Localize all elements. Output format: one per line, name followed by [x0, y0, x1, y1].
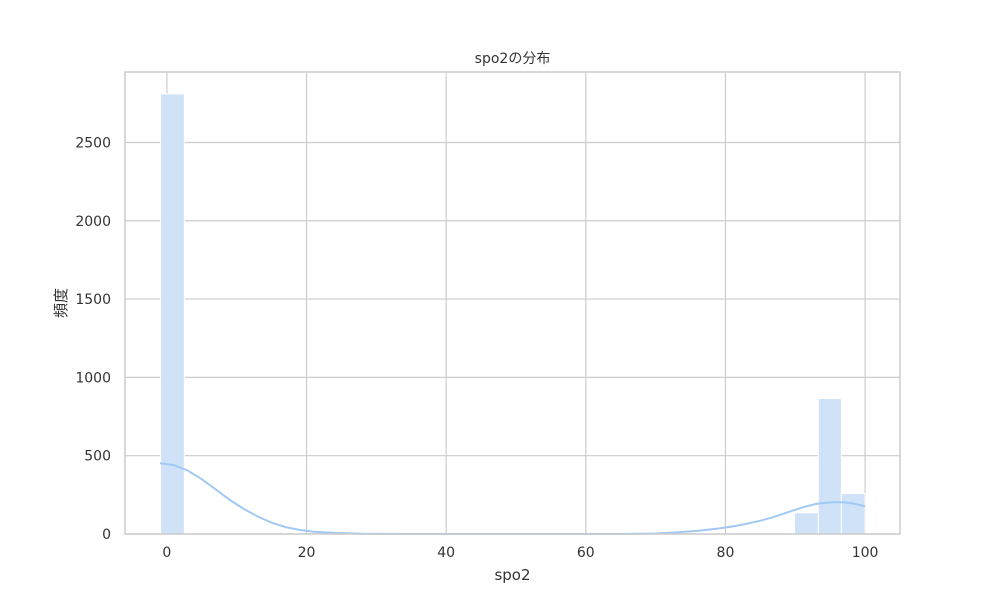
y-tick-label: 500 — [84, 449, 111, 465]
x-tick-label: 60 — [577, 545, 595, 561]
y-tick-label: 0 — [102, 527, 111, 543]
chart-title: spo2の分布 — [475, 51, 551, 67]
plot-frame — [124, 71, 901, 535]
y-tick-label: 2500 — [75, 135, 111, 151]
x-tick-label: 40 — [437, 545, 455, 561]
y-tick-label: 1500 — [75, 292, 111, 308]
histogram-bar — [817, 398, 842, 535]
y-tick-label: 1000 — [75, 370, 111, 386]
x-tick-label: 100 — [852, 545, 879, 561]
kde-line — [159, 462, 866, 535]
histogram-bar — [840, 493, 866, 535]
histogram-bar — [794, 512, 819, 535]
x-tick-label: 0 — [162, 545, 171, 561]
x-tick-label: 20 — [298, 545, 316, 561]
y-axis-title: 頻度 — [52, 288, 70, 318]
y-tick-label: 2000 — [75, 214, 111, 230]
x-tick-label: 80 — [717, 545, 735, 561]
x-axis-title: spo2 — [494, 566, 530, 584]
